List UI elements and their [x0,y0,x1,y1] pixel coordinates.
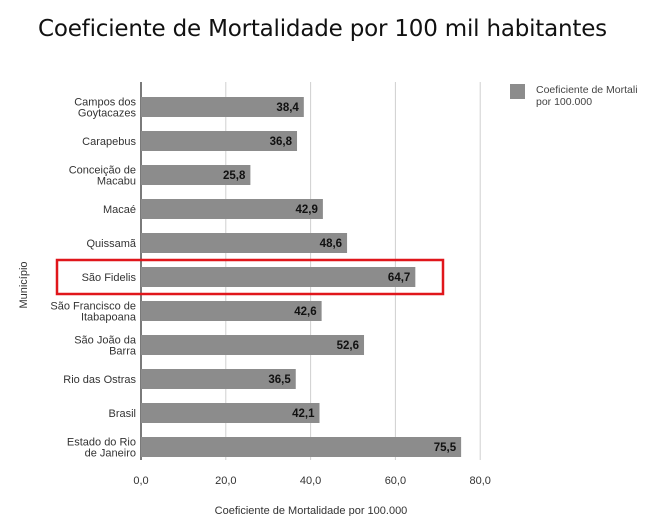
bar [141,437,462,457]
data-label: 75,5 [434,442,457,454]
x-tick-label: 40,0 [300,475,321,487]
x-tick-label: 0,0 [133,475,148,487]
highlight-box [55,258,445,296]
category-label: Estado do Rio de Janeiro [67,437,136,460]
data-label: 64,7 [388,272,410,284]
bar [141,165,251,185]
category-label: Campos dos Goytacazes [74,97,136,120]
x-axis-title: Coeficiente de Mortalidade por 100.000 [215,505,408,516]
bar [141,335,365,355]
bar [141,97,304,117]
x-tick-label: 80,0 [469,475,490,487]
bar [141,199,323,219]
category-label: Brasil [108,408,136,420]
bar [141,233,348,253]
data-label: 25,8 [223,170,246,182]
category-label: Quissamã [86,238,136,250]
x-tick-label: 20,0 [215,475,236,487]
data-label: 52,6 [337,340,359,352]
bar [141,403,320,423]
category-label: Carapebus [82,136,136,148]
bar [141,369,296,389]
category-label: São João da Barra [74,335,137,358]
category-label: São Fidelis [82,272,137,284]
data-label: 38,4 [276,102,299,114]
x-tick-label: 60,0 [385,475,406,487]
data-label: 42,6 [294,306,316,318]
legend-swatch [510,84,525,99]
slide-title: Coeficiente de Mortalidade por 100 mil h… [38,16,607,42]
bar [141,301,322,321]
category-label: Conceição de Macabu [69,165,136,188]
y-axis-title: Município [18,261,30,308]
data-label: 36,5 [268,374,291,386]
data-label: 42,1 [292,408,315,420]
data-label: 48,6 [320,238,342,250]
category-label: Rio das Ostras [63,374,136,386]
data-label: 42,9 [296,204,318,216]
bar [141,131,298,151]
data-label: 36,8 [270,136,293,148]
bar [141,267,416,287]
category-label: São Francisco de Itabapoana [50,301,136,324]
category-label: Macaé [103,204,136,216]
legend-label: Coeficiente de Mortali por 100.000 [536,84,638,108]
